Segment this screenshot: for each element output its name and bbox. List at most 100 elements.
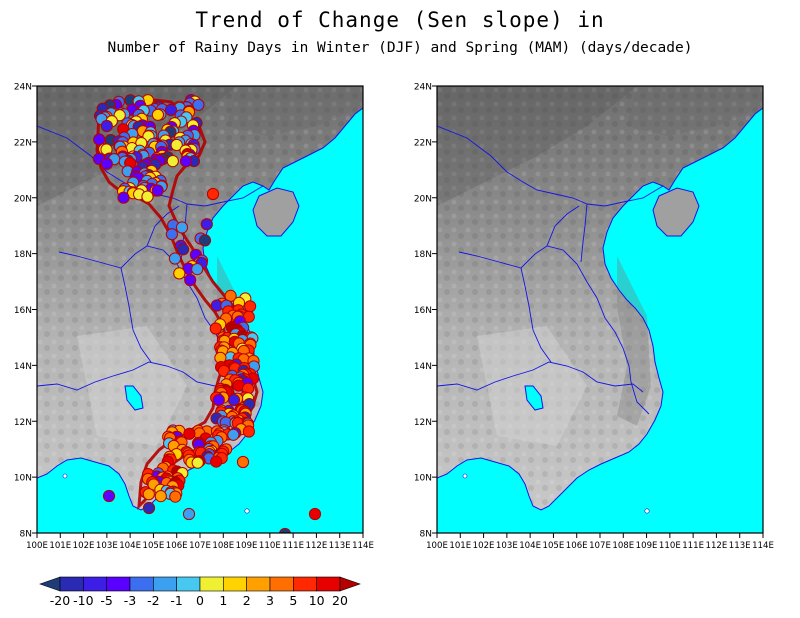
lat-tick-label: 14N bbox=[414, 362, 432, 372]
chart-title: Trend of Change (Sen slope) in bbox=[195, 8, 605, 32]
tonle-sap-lake bbox=[124, 385, 144, 411]
lon-tick-label: 102E bbox=[473, 541, 495, 551]
country-border bbox=[437, 361, 644, 393]
station-point bbox=[173, 267, 186, 280]
colorbar-label: 10 bbox=[309, 593, 325, 608]
lon-tick-label: 113E bbox=[729, 541, 751, 551]
lon-tick-label: 100E bbox=[426, 541, 448, 551]
station-point bbox=[227, 393, 241, 407]
station-point bbox=[151, 184, 164, 197]
chart-subtitle: Number of Rainy Days in Winter (DJF) and… bbox=[107, 40, 693, 56]
country-border bbox=[120, 267, 152, 363]
station-point bbox=[192, 98, 205, 111]
station-points bbox=[92, 94, 322, 533]
colorbar-label: -2 bbox=[147, 593, 159, 608]
station-point bbox=[100, 119, 113, 133]
station-point bbox=[206, 187, 220, 201]
colorbar-label: -1 bbox=[170, 593, 182, 608]
colorbar-box bbox=[176, 576, 201, 592]
station-point bbox=[308, 507, 322, 521]
colorbar-label: 0 bbox=[196, 593, 204, 608]
lon-tick-label: 110E bbox=[259, 541, 281, 551]
station-point bbox=[100, 157, 113, 170]
station-point bbox=[184, 273, 197, 287]
lat-tick-label: 12N bbox=[414, 418, 432, 428]
lon-tick-label: 109E bbox=[236, 541, 258, 551]
lon-tick-label: 106E bbox=[166, 541, 188, 551]
lon-tick-label: 101E bbox=[49, 541, 71, 551]
lon-tick-label: 103E bbox=[96, 541, 118, 551]
lon-tick-label: 113E bbox=[329, 541, 351, 551]
country-border bbox=[520, 267, 552, 363]
lon-tick-label: 108E bbox=[612, 541, 634, 551]
lon-tick-label: 109E bbox=[636, 541, 658, 551]
station-point bbox=[191, 263, 204, 276]
lat-tick-label: 18N bbox=[14, 250, 32, 260]
station-point bbox=[169, 490, 182, 503]
lon-tick-label: 105E bbox=[543, 541, 565, 551]
station-point bbox=[154, 490, 167, 503]
colorbar-label: -10 bbox=[73, 593, 93, 608]
lat-tick-label: 18N bbox=[414, 250, 432, 260]
colorbar-box bbox=[293, 576, 317, 592]
coastline bbox=[437, 107, 763, 511]
colorbar-label: -5 bbox=[100, 593, 112, 608]
station-point bbox=[191, 456, 204, 469]
lat-tick-label: 20N bbox=[14, 194, 32, 204]
lat-tick-label: 8N bbox=[20, 530, 32, 540]
station-point bbox=[177, 243, 190, 256]
lon-tick-label: 104E bbox=[519, 541, 541, 551]
colorbar-arrow-low bbox=[39, 576, 61, 592]
lon-tick-label: 114E bbox=[752, 541, 774, 551]
lon-tick-label: 102E bbox=[73, 541, 95, 551]
lon-tick-label: 110E bbox=[659, 541, 681, 551]
lat-tick-label: 16N bbox=[414, 306, 432, 316]
station-point bbox=[209, 322, 222, 335]
station-point bbox=[166, 155, 179, 168]
lon-tick-label: 107E bbox=[589, 541, 611, 551]
lat-tick-label: 24N bbox=[14, 83, 32, 93]
lon-tick-label: 111E bbox=[682, 541, 704, 551]
country-border bbox=[546, 205, 580, 247]
station-point bbox=[198, 234, 212, 247]
lon-tick-label: 103E bbox=[496, 541, 518, 551]
colorbar-box bbox=[83, 576, 107, 592]
colorbar-box bbox=[129, 576, 154, 592]
station-point bbox=[182, 507, 196, 521]
colorbar-label: 1 bbox=[219, 593, 227, 608]
station-point bbox=[242, 425, 255, 438]
tonle-sap-lake bbox=[524, 385, 544, 411]
colorbar-arrow-high bbox=[339, 576, 361, 592]
colorbar-label: 20 bbox=[332, 593, 348, 608]
station-point bbox=[117, 191, 130, 204]
country-border bbox=[437, 125, 664, 207]
lon-tick-label: 112E bbox=[306, 541, 328, 551]
lon-tick-label: 101E bbox=[449, 541, 471, 551]
lat-tick-label: 24N bbox=[414, 83, 432, 93]
lat-tick-label: 22N bbox=[414, 138, 432, 148]
colorbar-label: 3 bbox=[266, 593, 274, 608]
lat-tick-label: 16N bbox=[14, 306, 32, 316]
colorbar-box bbox=[199, 576, 224, 592]
lat-tick-label: 10N bbox=[14, 474, 32, 484]
station-point bbox=[151, 108, 165, 121]
station-point bbox=[179, 155, 193, 168]
colorbar-box bbox=[316, 576, 341, 592]
colorbar-box bbox=[269, 576, 294, 592]
station-point bbox=[210, 455, 223, 468]
colorbar-box bbox=[59, 576, 84, 592]
station-point bbox=[141, 190, 154, 203]
colorbar-box bbox=[153, 576, 177, 592]
station-point bbox=[165, 228, 178, 241]
lon-tick-label: 106E bbox=[566, 541, 588, 551]
lat-tick-label: 20N bbox=[414, 194, 432, 204]
country-border bbox=[37, 361, 244, 393]
station-point bbox=[170, 138, 183, 152]
station-point bbox=[212, 393, 225, 407]
station-point bbox=[244, 300, 257, 313]
lon-tick-label: 114E bbox=[352, 541, 374, 551]
station-point bbox=[175, 221, 189, 234]
